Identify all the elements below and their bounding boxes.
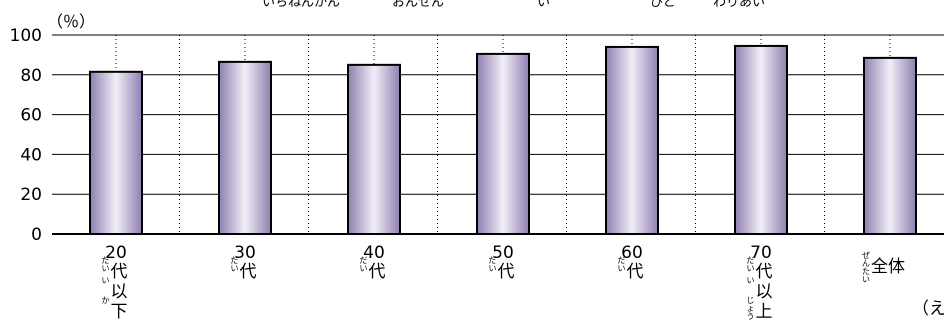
category-ruby-0-2: か <box>102 296 110 305</box>
category-kanji-0-0: 代 <box>111 262 128 282</box>
y-axis-label: （％） <box>47 12 95 31</box>
category-labels: 20代だい以い下か30代だい40代だい50代だい60代だい70代だい以い上じょう… <box>102 243 906 322</box>
title-ruby-group: いちねんかん おんせん い ひと わりあい <box>262 0 765 10</box>
y-tick-label-0: 0 <box>31 225 42 245</box>
title-ruby-1: いちねんかん <box>262 0 340 10</box>
ruby-char: う <box>747 312 755 321</box>
category-kanji-4-0: 代 <box>627 262 644 282</box>
title-ruby-5: わりあい <box>713 0 765 10</box>
category-kanji-5-1: 以 <box>756 282 773 302</box>
category-number-3: 50 <box>492 243 514 263</box>
ruby-char: い <box>862 275 870 284</box>
category-ruby-0-1: い <box>102 276 110 285</box>
ruby-char: い <box>231 264 239 273</box>
bar-4 <box>605 45 659 235</box>
ruby-char: か <box>102 296 110 305</box>
ruby-char: い <box>747 276 755 285</box>
ruby-char: だ <box>102 256 110 265</box>
bar-0 <box>89 70 143 235</box>
category-kanji-5-2: 上 <box>756 302 773 322</box>
bar-2 <box>347 63 401 235</box>
ruby-char: た <box>862 267 870 276</box>
cut-off-note: （え <box>912 299 944 319</box>
y-tick-labels: 0 20 40 60 80 100 <box>10 26 42 245</box>
ruby-char: ょ <box>747 304 755 313</box>
category-number-1: 30 <box>234 243 256 263</box>
y-tick-label-40: 40 <box>20 145 42 165</box>
ruby-char: い <box>747 264 755 273</box>
bar-1 <box>218 60 272 235</box>
ruby-char: だ <box>747 256 755 265</box>
category-ruby-1-0: だい <box>231 256 239 273</box>
y-tick-label-100: 100 <box>10 26 42 46</box>
category-kanji-1-0: 代 <box>240 262 257 282</box>
ruby-char: だ <box>489 256 497 265</box>
ruby-char: ぜ <box>862 251 870 260</box>
category-ruby-4-0: だい <box>618 256 626 273</box>
category-number-4: 60 <box>621 243 643 263</box>
ruby-char: い <box>102 276 110 285</box>
category-number-5: 70 <box>750 243 772 263</box>
ruby-char: い <box>360 264 368 273</box>
ruby-char: だ <box>231 256 239 265</box>
category-ruby-3-0: だい <box>489 256 497 273</box>
bar-6 <box>863 56 917 236</box>
title-ruby-3: い <box>537 0 550 10</box>
title-ruby-4: ひと <box>650 0 676 10</box>
category-kanji-3-0: 代 <box>498 262 515 282</box>
category-number-2: 40 <box>363 243 385 263</box>
ruby-char: だ <box>360 256 368 265</box>
category-kanji-0-2: 下 <box>111 302 128 322</box>
y-tick-label-20: 20 <box>20 185 42 205</box>
category-ruby-2-0: だい <box>360 256 368 273</box>
y-tick-label-60: 60 <box>20 106 42 126</box>
bar-5 <box>734 44 788 235</box>
category-ruby-0-0: だい <box>102 256 110 273</box>
ruby-char: い <box>489 264 497 273</box>
ruby-char: じ <box>747 296 755 305</box>
bars <box>89 44 917 236</box>
category-kanji-0-1: 以 <box>111 282 128 302</box>
bar-3 <box>476 52 530 235</box>
category-ruby-6-0: ぜんたい <box>862 251 870 284</box>
y-tick-label-80: 80 <box>20 66 42 86</box>
category-kanji-2-0: 代 <box>369 262 386 282</box>
category-kanji-5-0: 代 <box>756 262 773 282</box>
category-number-0: 20 <box>105 243 127 263</box>
title-ruby-2: おんせん <box>392 0 444 10</box>
category-kanji-6-0: 全体 <box>871 257 905 277</box>
category-ruby-5-2: じょう <box>747 296 755 321</box>
ruby-char: い <box>102 264 110 273</box>
ruby-char: い <box>618 264 626 273</box>
category-ruby-5-1: い <box>747 276 755 285</box>
ruby-char: ん <box>862 259 870 268</box>
ruby-char: だ <box>618 256 626 265</box>
category-ruby-5-0: だい <box>747 256 755 273</box>
